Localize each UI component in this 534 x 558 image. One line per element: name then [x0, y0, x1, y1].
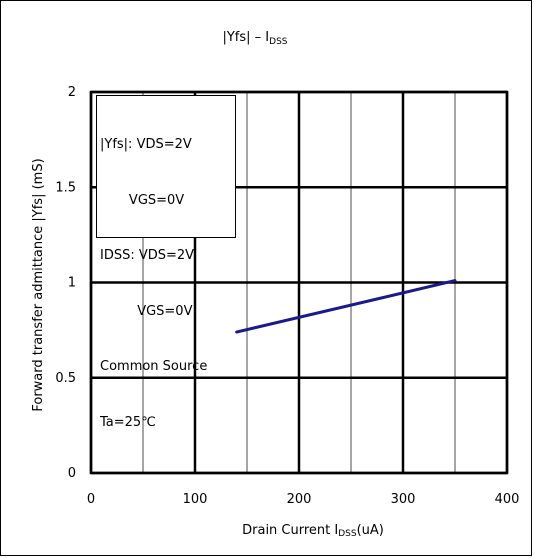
legend: |Yfs|: VDS=2V VGS=0V IDSS: VDS=2V VGS=0V… [96, 95, 236, 430]
x-tick-label: 100 [183, 492, 208, 507]
x-axis-label: Drain Current IDSS(uA) [242, 523, 384, 539]
x-tick-label: 0 [87, 492, 95, 507]
y-axis-label: Forward transfer admittance |Yfs| (mS) [31, 158, 46, 411]
legend-line: Ta=25℃ [100, 414, 156, 430]
x-tick-label: 400 [495, 492, 520, 507]
legend-line: VGS=0V [100, 192, 185, 208]
chart-title: |Yfs| – IDSS [222, 30, 287, 47]
y-tick-label: 1.5 [55, 180, 76, 195]
y-tick-label: 0.5 [55, 371, 76, 386]
legend-line: IDSS: VDS=2V [100, 248, 195, 263]
series-line [235, 279, 457, 334]
plot-border [89, 90, 509, 475]
legend-line: VGS=0V [100, 303, 193, 319]
x-tick-label: 200 [287, 492, 312, 507]
tick-labels: 0 100 200 300 400 0 0.5 1 1.5 2 [55, 85, 519, 507]
y-tick-label: 0 [68, 466, 76, 481]
legend-line: |Yfs|: VDS=2V [100, 137, 192, 152]
y-tick-label: 1 [68, 276, 76, 291]
y-tick-label: 2 [68, 85, 76, 100]
x-tick-label: 300 [391, 492, 416, 507]
legend-line: Common Source [100, 359, 208, 374]
series-layer [235, 279, 457, 334]
